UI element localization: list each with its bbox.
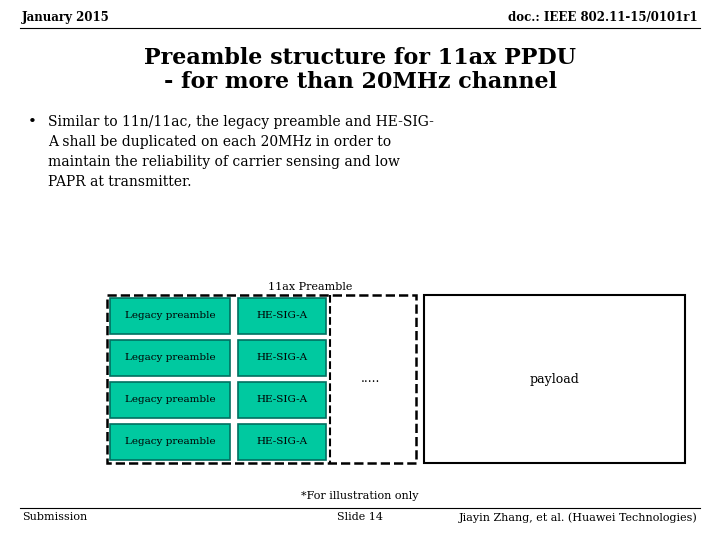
Text: Slide 14: Slide 14 bbox=[337, 512, 383, 522]
Bar bbox=[238, 382, 326, 418]
Bar bbox=[238, 424, 326, 460]
Text: Submission: Submission bbox=[22, 512, 87, 522]
Text: Similar to 11n/11ac, the legacy preamble and HE-SIG-: Similar to 11n/11ac, the legacy preamble… bbox=[48, 115, 434, 129]
Text: January 2015: January 2015 bbox=[22, 11, 109, 24]
Bar bbox=[238, 298, 326, 334]
Text: Legacy preamble: Legacy preamble bbox=[125, 354, 215, 362]
Text: HE-SIG-A: HE-SIG-A bbox=[256, 312, 307, 321]
Text: maintain the reliability of carrier sensing and low: maintain the reliability of carrier sens… bbox=[48, 155, 400, 169]
Bar bbox=[110, 424, 230, 460]
Bar bbox=[424, 295, 685, 463]
Text: HE-SIG-A: HE-SIG-A bbox=[256, 395, 307, 404]
Text: 11ax Preamble: 11ax Preamble bbox=[268, 282, 352, 292]
Text: Jiayin Zhang, et al. (Huawei Technologies): Jiayin Zhang, et al. (Huawei Technologie… bbox=[459, 512, 698, 523]
Text: HE-SIG-A: HE-SIG-A bbox=[256, 354, 307, 362]
Bar bbox=[110, 298, 230, 334]
Text: •: • bbox=[28, 115, 37, 129]
Bar bbox=[110, 382, 230, 418]
Text: Preamble structure for 11ax PPDU: Preamble structure for 11ax PPDU bbox=[144, 47, 576, 69]
Text: Legacy preamble: Legacy preamble bbox=[125, 395, 215, 404]
Text: A shall be duplicated on each 20MHz in order to: A shall be duplicated on each 20MHz in o… bbox=[48, 135, 391, 149]
Text: HE-SIG-A: HE-SIG-A bbox=[256, 437, 307, 447]
Bar bbox=[238, 340, 326, 376]
Text: Legacy preamble: Legacy preamble bbox=[125, 312, 215, 321]
Bar bbox=[110, 340, 230, 376]
Text: *For illustration only: *For illustration only bbox=[301, 491, 419, 501]
Text: payload: payload bbox=[530, 373, 580, 386]
Text: .....: ..... bbox=[361, 373, 381, 386]
Text: PAPR at transmitter.: PAPR at transmitter. bbox=[48, 175, 192, 189]
Text: Legacy preamble: Legacy preamble bbox=[125, 437, 215, 447]
Bar bbox=[107, 295, 416, 463]
Text: doc.: IEEE 802.11-15/0101r1: doc.: IEEE 802.11-15/0101r1 bbox=[508, 11, 698, 24]
Text: - for more than 20MHz channel: - for more than 20MHz channel bbox=[163, 71, 557, 93]
